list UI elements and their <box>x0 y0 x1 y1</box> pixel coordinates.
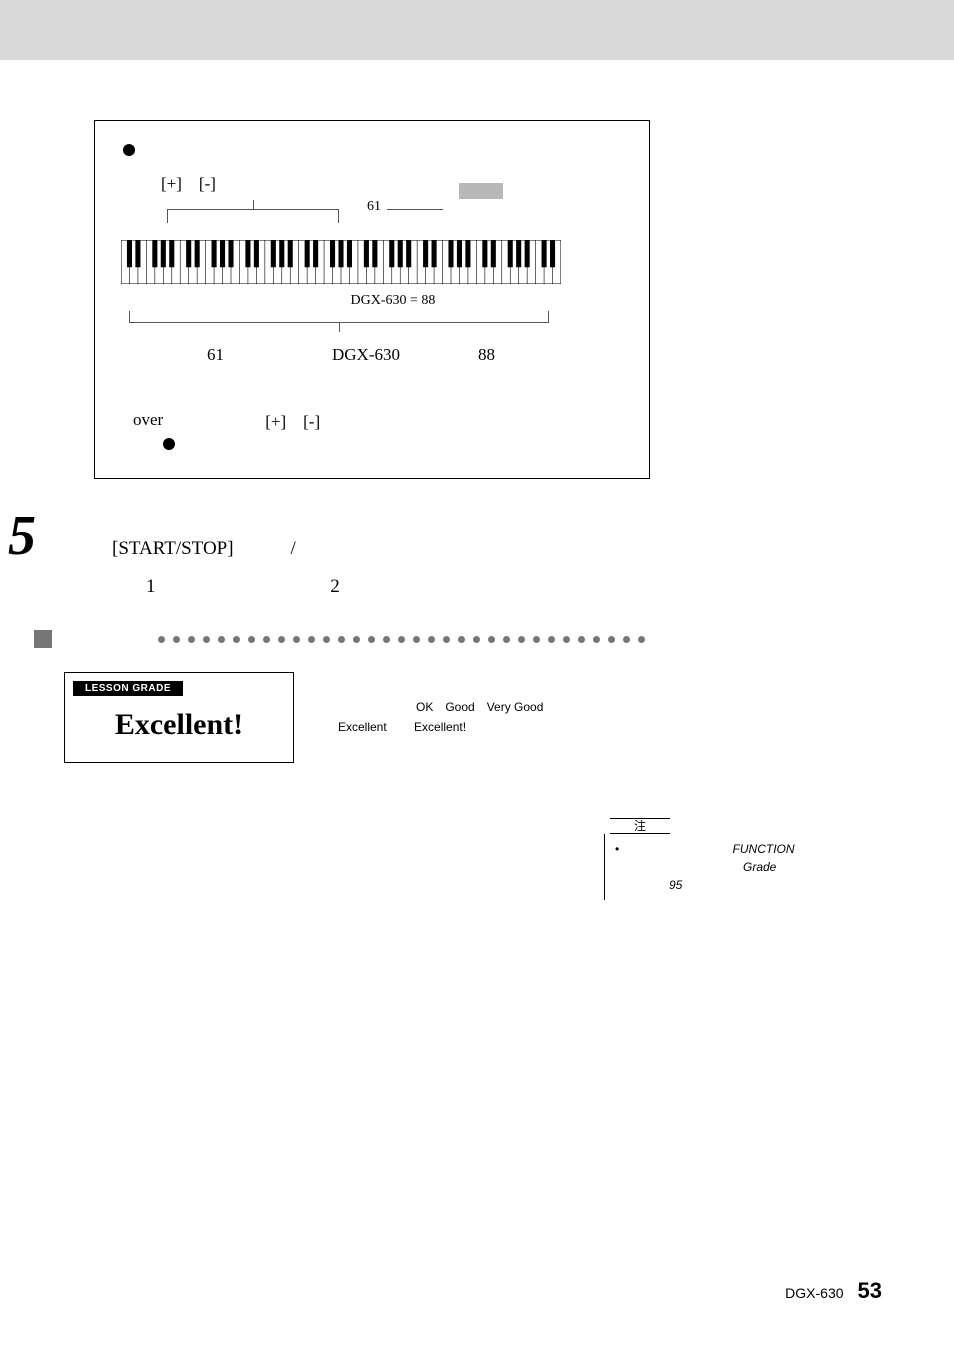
step5-1: 1 <box>146 576 156 597</box>
pointer-line-1 <box>387 209 443 210</box>
grade-excellent-prefix: Excellent <box>338 720 387 734</box>
grade-excellent-suffix: Excellent! <box>414 720 466 734</box>
plus-minus-label: [+] [-] <box>161 169 621 194</box>
plus-minus-label-2: [+] [-] <box>265 407 320 432</box>
note-callout: 注 • FUNCTION Grade 95 <box>604 818 868 900</box>
grade-levels: OK Good Very Good <box>416 698 543 717</box>
step5-2: 2 <box>330 576 340 597</box>
note-page-ref: 95 <box>669 878 682 892</box>
footer-model: DGX-630 <box>785 1285 843 1301</box>
bracket-top <box>167 209 339 223</box>
step5-line1: [START/STOP] / <box>112 530 340 568</box>
dgx-eq-label: DGX-630 = 88 <box>165 293 621 309</box>
grade-description: OK Good Very Good Excellent Excellent! <box>338 698 543 736</box>
pointer-61: 61 <box>367 199 381 215</box>
settings-box: [+] [-] 61 <box>94 120 650 479</box>
square-bullet <box>34 630 52 648</box>
section-heading <box>34 630 645 648</box>
bracket-bottom <box>129 311 549 323</box>
label-88: 88 <box>478 345 495 365</box>
footer-page-number: 53 <box>858 1278 882 1304</box>
lcd-display: LESSON GRADE Excellent! <box>64 672 294 763</box>
bullet-dot-2 <box>163 438 175 450</box>
note-bullet: • <box>615 842 619 856</box>
note-grade: Grade <box>743 860 776 874</box>
page-footer: DGX-630 53 <box>785 1278 882 1304</box>
gray-strip <box>459 183 503 199</box>
excellent-text: Excellent! <box>65 696 293 762</box>
note-body: • FUNCTION Grade 95 <box>604 834 868 900</box>
grade-levels-2: Excellent Excellent! <box>338 718 543 737</box>
lesson-grade-bar: LESSON GRADE <box>73 681 183 696</box>
lesson-grade-panel: LESSON GRADE Excellent! OK Good Very Goo… <box>64 672 543 763</box>
label-dgx: DGX-630 <box>332 345 400 365</box>
note-tab: 注 <box>610 818 670 834</box>
over-label: over <box>133 410 163 430</box>
keyboard-diagram <box>121 240 621 289</box>
dotted-rule <box>158 636 645 643</box>
label-61: 61 <box>207 345 224 365</box>
keyboard-labels-row: 61 DGX-630 88 <box>123 345 621 365</box>
bullet-dot <box>123 144 135 156</box>
step-number-5: 5 <box>8 504 36 568</box>
piano-keys-svg <box>121 240 561 284</box>
over-line: over [+] [-] <box>133 407 621 432</box>
note-function: FUNCTION <box>733 842 795 856</box>
step5-line2: 1 2 <box>112 568 340 606</box>
step5-body: [START/STOP] / 1 2 <box>112 530 340 606</box>
